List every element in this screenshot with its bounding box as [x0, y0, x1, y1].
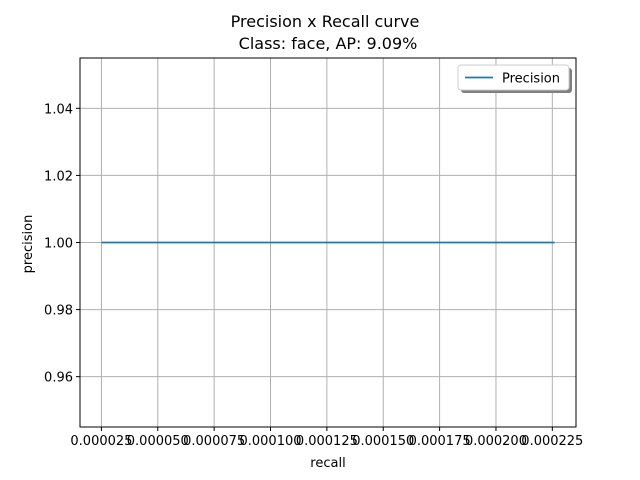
x-tick-label: 0.000200 — [465, 434, 527, 449]
y-tick-label: 0.98 — [44, 304, 73, 319]
x-axis-label: recall — [310, 456, 345, 471]
y-axis: 0.96 0.98 1.00 1.02 1.04 — [44, 102, 80, 386]
x-tick-label: 0.000150 — [352, 434, 414, 449]
legend-label: Precision — [502, 72, 560, 87]
legend: Precision — [457, 64, 572, 93]
y-axis-label: precision — [21, 215, 36, 274]
x-tick-label: 0.000225 — [521, 434, 583, 449]
chart-subtitle: Class: face, AP: 9.09% — [239, 34, 418, 53]
y-tick-label: 1.00 — [44, 237, 73, 252]
x-tick-label: 0.000025 — [70, 434, 132, 449]
x-tick-label: 0.000100 — [239, 434, 301, 449]
y-tick-label: 0.96 — [44, 371, 73, 386]
x-tick-label: 0.000175 — [409, 434, 471, 449]
y-tick-label: 1.04 — [44, 102, 73, 117]
x-tick-label: 0.000075 — [183, 434, 245, 449]
x-axis: 0.0000250.0000500.0000750.0001000.000125… — [70, 427, 583, 449]
y-tick-label: 1.02 — [44, 169, 73, 184]
x-tick-label: 0.000125 — [296, 434, 358, 449]
chart-title: Precision x Recall curve — [231, 12, 420, 31]
legend-box — [457, 64, 570, 91]
x-tick-label: 0.000050 — [127, 434, 189, 449]
